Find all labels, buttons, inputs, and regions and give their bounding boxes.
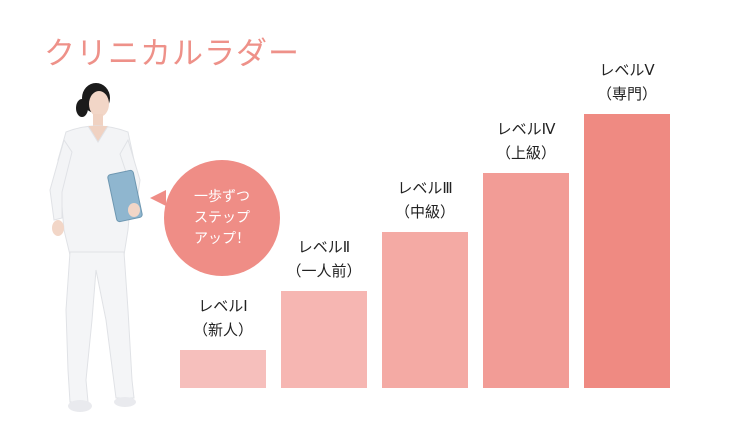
level-name: レベルⅡ bbox=[297, 238, 351, 256]
level-label-2: レベルⅡ （一人前） bbox=[264, 235, 384, 283]
level-bar-5 bbox=[584, 114, 670, 388]
level-bar-4 bbox=[483, 173, 569, 388]
level-sublabel: （一人前） bbox=[286, 262, 362, 280]
level-sublabel: （中級） bbox=[394, 203, 455, 221]
level-name: レベルⅣ bbox=[496, 120, 556, 138]
bubble-line: アップ！ bbox=[194, 230, 250, 247]
level-label-1: レベルⅠ （新人） bbox=[163, 294, 283, 342]
level-bar-3 bbox=[382, 232, 468, 388]
bubble-line: ステップ bbox=[194, 209, 250, 226]
level-name: レベルⅠ bbox=[198, 297, 248, 315]
speech-bubble: 一歩ずつ ステップ アップ！ bbox=[164, 160, 280, 276]
level-bar-1 bbox=[180, 350, 266, 388]
speech-bubble-tail bbox=[150, 190, 166, 206]
level-sublabel: （上級） bbox=[495, 144, 556, 162]
level-name: レベルⅤ bbox=[599, 61, 655, 79]
level-label-4: レベルⅣ （上級） bbox=[466, 117, 586, 165]
level-label-5: レベルⅤ （専門） bbox=[567, 58, 687, 106]
level-label-3: レベルⅢ （中級） bbox=[365, 176, 485, 224]
bubble-line: 一歩ずつ bbox=[194, 188, 250, 205]
level-sublabel: （新人） bbox=[192, 321, 253, 339]
level-bar-2 bbox=[281, 291, 367, 388]
nurse-with-clipboard-icon bbox=[49, 83, 143, 412]
page-title: クリニカルラダー bbox=[44, 36, 300, 72]
level-sublabel: （専門） bbox=[596, 85, 657, 103]
level-name: レベルⅢ bbox=[397, 179, 453, 197]
